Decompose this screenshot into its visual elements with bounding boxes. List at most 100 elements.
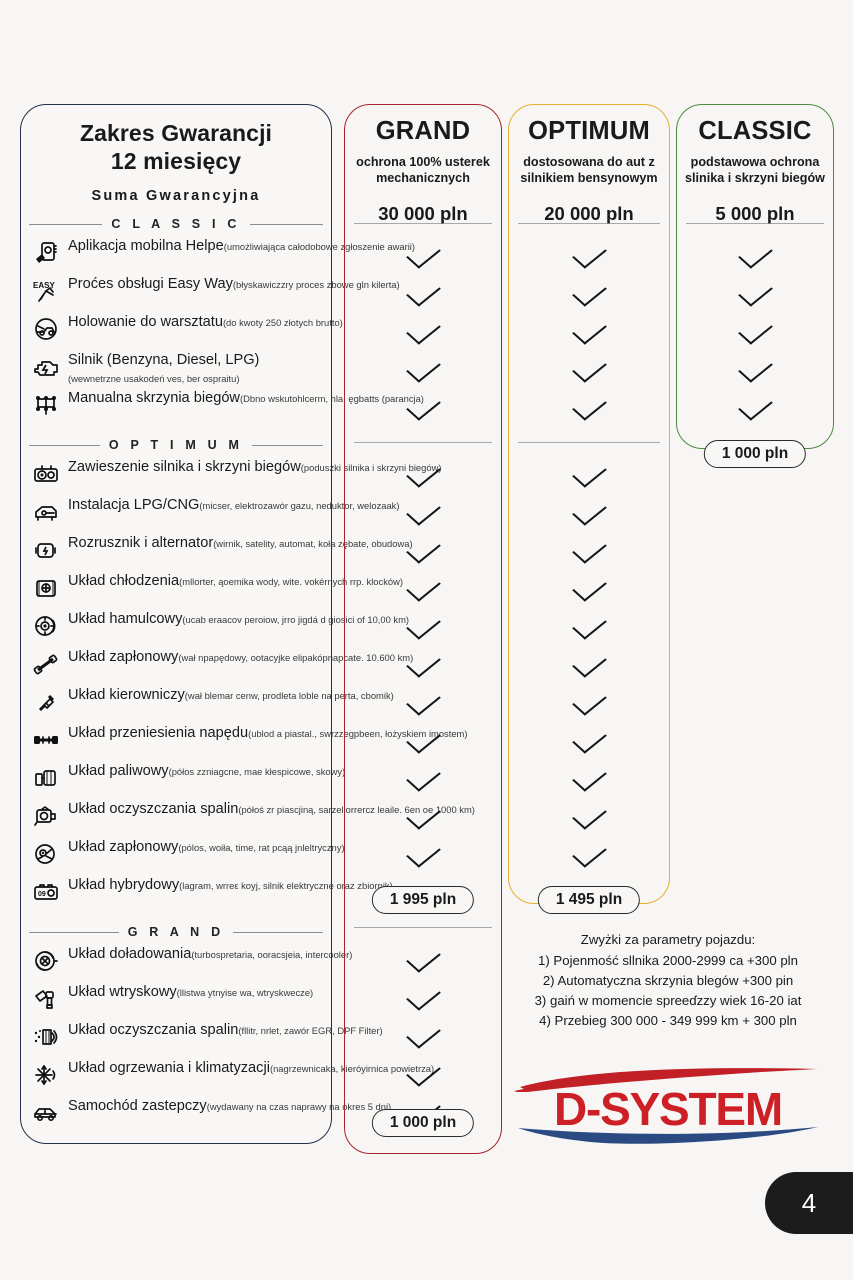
feature-name: Instalacja LPG/CNG	[68, 497, 200, 514]
feature-row: Układ doładowania(turbospretaria, ooracs…	[21, 943, 352, 981]
checkmark-icon	[344, 685, 502, 723]
price-badge-end: 1 000 pln	[703, 440, 807, 468]
plan-name: OPTIMUM	[528, 117, 650, 145]
checkmark-icon	[344, 647, 502, 685]
column-section-rule	[686, 223, 824, 224]
turbo-icon	[31, 947, 61, 975]
feature-list: C L A S S I C Aplikacja mobilna Helpe(umo…	[21, 215, 475, 1133]
empty-cell	[676, 723, 834, 761]
surcharge-item: 2) Automatyczna skrzynia blegów +300 pin	[542, 973, 794, 989]
feature-name: Układ paliwowy	[68, 763, 169, 780]
checkmark-icon	[508, 723, 670, 761]
checkmark-icon	[508, 390, 670, 428]
checkmark-icon	[344, 980, 502, 1018]
checkmark-icon	[676, 352, 834, 390]
divider-rule-right	[233, 931, 324, 933]
exhaust-icon	[31, 802, 61, 830]
plan-column-classic: CLASSIC podstawowa ochrona slinika i skrzy…	[676, 104, 834, 509]
checkmark-icon	[344, 238, 502, 276]
plan-header-grand: GRAND ochrona 100% usterek mechanicznych 30…	[344, 104, 502, 225]
gearbox-icon	[31, 391, 61, 419]
checkmark-icon	[344, 495, 502, 533]
feature-name: Aplikacja mobilna Helpe	[68, 238, 224, 255]
plan-description: podstawowa ochrona slinika i skrzyni bieg…	[685, 155, 825, 185]
checkmark-icon	[344, 1056, 502, 1094]
lpg-icon	[31, 498, 61, 526]
engine-mount-icon	[31, 460, 61, 488]
svg-text:EASY: EASY	[33, 281, 55, 290]
feature-description: (wirnik, satelity, automat, koła zębate,…	[213, 538, 413, 550]
feature-description: (wewnetrzne usakodeń ves, ber ospraitu)	[68, 373, 240, 385]
feature-row: Układ paliwowy(półos zzniagcne, mae kłes…	[21, 760, 345, 798]
plan-name: GRAND	[375, 117, 471, 145]
section-divider-optimum: O P T I M U M	[21, 436, 331, 454]
checkmark-icon	[508, 837, 670, 875]
feature-name: Układ zapłonowy	[68, 649, 179, 666]
divider-rule-left	[29, 444, 100, 446]
surcharge-item: 1) Pojenmość sllnika 2000-2999 ca +300 p…	[538, 953, 798, 969]
plan-column-optimum: OPTIMUM dostosowana do aut z silnikiem ben…	[508, 104, 670, 964]
easy-way-icon: EASY	[31, 277, 61, 305]
logo-bottom-swoosh	[518, 1127, 818, 1144]
feature-name: Układ ogrzewania i klimatyzacji	[68, 1060, 270, 1077]
feature-name: Rozrusznik i alternator	[68, 535, 214, 552]
feature-name: Układ zapłonowy	[68, 839, 179, 856]
feature-row: Silnik (Benzyna, Diesel, LPG) (wewnetrzne…	[21, 349, 331, 387]
checkmark-icon	[344, 276, 502, 314]
logo-text: D-SYSTEM	[553, 1083, 783, 1135]
checkmark-icon	[344, 533, 502, 571]
divider-rule-left	[29, 223, 103, 225]
checkmark-icon	[344, 799, 502, 837]
checkmark-icon	[676, 314, 834, 352]
feature-name: Układ hamulcowy	[68, 611, 183, 628]
feature-name: Układ wtryskowy	[68, 984, 177, 1001]
feature-row: Samochód zastepczy(wydawany na czas napr…	[21, 1095, 391, 1133]
checkmark-icon	[344, 942, 502, 980]
empty-cell	[676, 533, 834, 571]
checkmark-icon	[508, 457, 670, 495]
feature-description: (błyskawiczzry proces zbowe gln kilerta)	[232, 279, 400, 291]
feature-description: (lagram, wrreε koyj, silnik elektryczne …	[179, 880, 393, 892]
plan-sum-insured: 30 000 pln	[378, 203, 468, 225]
feature-description: (llistwa ytnyise wa, wtryskwecze)	[176, 987, 314, 999]
svg-text:09: 09	[38, 891, 46, 898]
feature-name: Układ oczyszczania spalin	[68, 801, 239, 818]
section-label: O P T I M U M	[108, 438, 244, 453]
checkmark-icon	[508, 685, 670, 723]
feature-description: (mllorter, ąoemika wody, wite. vokérnych…	[179, 576, 404, 588]
feature-description: (wał blemar cenw, prodleta loble na pert…	[184, 690, 394, 702]
checkmark-icon	[508, 238, 670, 276]
checkmark-icon	[344, 457, 502, 495]
checkmark-icon	[508, 314, 670, 352]
feature-description: (pólos, woiła, time, rat pcąą jnleltrycz…	[178, 842, 345, 854]
panel-title: Zakres Gwarancji 12 miesięcy	[31, 119, 321, 175]
plan-column-grand: GRAND ochrona 100% usterek mechanicznych 30…	[344, 104, 502, 1214]
feature-name: Zawieszenie silnika i skrzyni biegów	[68, 459, 301, 476]
empty-cell	[676, 685, 834, 723]
column-section-rule	[518, 442, 660, 443]
checkmark-icon	[508, 799, 670, 837]
feature-row: Rozrusznik i alternator(wirnik, satelity…	[21, 532, 413, 570]
ignition-shaft-icon	[31, 650, 61, 678]
feature-row: Układ zapłonowy(pólos, woiła, time, rat …	[21, 836, 345, 874]
courtesy-car-icon	[31, 1099, 61, 1127]
feature-name: Silnik (Benzyna, Diesel, LPG)	[68, 352, 260, 369]
feature-row: Instalacja LPG/CNG(micser, elektrozawór …	[21, 494, 400, 532]
section-label: G R A N D	[127, 925, 225, 940]
empty-cell	[676, 609, 834, 647]
section-divider-grand: G R A N D	[21, 923, 331, 941]
plan-sum-insured: 20 000 pln	[544, 203, 634, 225]
feature-description: (wydawany na czas naprawy na okres 5 dni…	[206, 1101, 392, 1113]
feature-name: Proćes obsługi Easy Way	[68, 276, 233, 293]
plan-sum-insured: 5 000 pln	[715, 203, 795, 225]
feature-description: (umożliwiająca całodobowe zgłoszenie awa…	[223, 241, 415, 253]
column-section-rule	[354, 442, 492, 443]
empty-cell	[676, 495, 834, 533]
price-badge-mid: 1 995 pln	[371, 886, 475, 914]
divider-rule-right	[249, 223, 323, 225]
injector-icon	[31, 985, 61, 1013]
feature-description: (Dbno wskutohlcerm, hla. ęgbatts (paranc…	[239, 393, 424, 405]
feature-name: Manualna skrzynia biegów	[68, 390, 240, 407]
feature-row: Układ ogrzewania i klimatyzacji(nagrzewn…	[21, 1057, 434, 1095]
fuel-pump-icon	[31, 764, 61, 792]
